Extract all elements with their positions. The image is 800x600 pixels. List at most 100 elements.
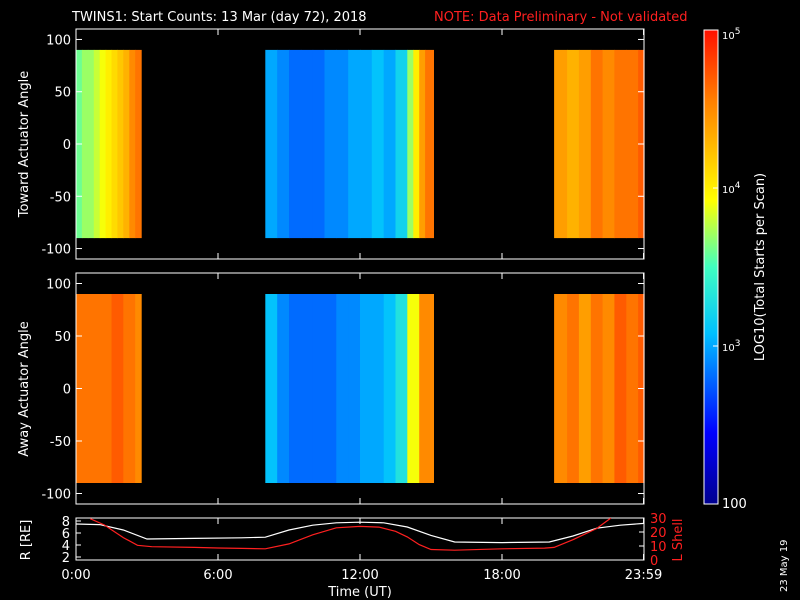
- colorbar-ticks: 105 104 103 100: [713, 27, 747, 512]
- heatmap-column: [407, 49, 414, 239]
- heatmap-column: [567, 294, 580, 483]
- lshell-tick-label: 10: [650, 540, 667, 555]
- heatmap-column: [289, 294, 302, 483]
- heatmap-column: [336, 294, 349, 483]
- heatmap-column: [111, 49, 118, 239]
- radius-axis-label: R [RE]: [19, 520, 34, 561]
- colorbar: [704, 30, 718, 504]
- x-tick-label: 6:00: [203, 568, 232, 583]
- radius-tick-label: 4: [62, 539, 70, 554]
- heatmap-column: [371, 294, 385, 483]
- heatmap-column: [117, 49, 124, 239]
- heatmap-column: [590, 294, 604, 483]
- heatmap-column: [123, 294, 136, 483]
- generation-date: 23 May 19: [779, 540, 790, 592]
- heatmap-column: [602, 294, 615, 483]
- heatmap-column: [265, 294, 278, 483]
- away-y-axis-label: Away Actuator Angle: [17, 321, 32, 456]
- heatmap-column: [614, 294, 627, 483]
- heatmap-column: [419, 294, 434, 483]
- away-heatmap-cells: [76, 294, 645, 483]
- heatmap-column: [413, 49, 420, 239]
- heatmap-column: [129, 49, 136, 239]
- lshell-axis-label: L Shell: [671, 518, 686, 561]
- heatmap-column: [360, 49, 373, 239]
- heatmap-column: [360, 294, 373, 483]
- y-tick-label: 0: [63, 383, 71, 398]
- radius-tick-label: 6: [62, 527, 70, 542]
- heatmap-column: [554, 294, 568, 483]
- y-tick-label: 50: [54, 330, 71, 345]
- heatmap-column: [93, 49, 101, 239]
- heatmap-column: [87, 294, 101, 483]
- heatmap-column: [312, 294, 326, 483]
- y-tick-label: -50: [50, 435, 71, 450]
- y-tick-label: 0: [63, 138, 71, 153]
- y-tick-label: -50: [50, 190, 71, 205]
- away-x-ticks: [75, 273, 645, 504]
- heatmap-column: [590, 49, 604, 239]
- heatmap-column: [614, 49, 627, 239]
- colorbar-tick-label: 105: [722, 27, 740, 42]
- heatmap-column: [371, 49, 385, 239]
- heatmap-column: [425, 49, 434, 239]
- radius-line: [76, 521, 644, 544]
- preliminary-note: NOTE: Data Preliminary - Not validated: [434, 10, 688, 25]
- heatmap-column: [626, 294, 639, 483]
- heatmap-column: [578, 49, 592, 239]
- heatmap-column: [135, 49, 142, 239]
- colorbar-tick-label: 100: [722, 497, 747, 512]
- toward-y-axis-label: Toward Actuator Angle: [17, 71, 32, 218]
- heatmap-column: [407, 294, 420, 483]
- heatmap-column: [602, 49, 615, 239]
- heatmap-column: [554, 49, 568, 239]
- heatmap-column: [105, 49, 113, 239]
- heatmap-column: [419, 49, 426, 239]
- chart-title: TWINS1: Start Counts: 13 Mar (day 72), 2…: [71, 10, 367, 25]
- x-tick-label: 23:59: [625, 568, 662, 583]
- colorbar-tick-label: 103: [722, 339, 740, 354]
- toward-heatmap-cells: [76, 49, 645, 239]
- heatmap-column: [265, 49, 278, 239]
- x-tick-label: 18:00: [483, 568, 520, 583]
- heatmap-column: [76, 294, 89, 483]
- heatmap-column: [395, 49, 408, 239]
- heatmap-column: [135, 294, 142, 483]
- heatmap-column: [626, 49, 639, 239]
- colorbar-label: LOG10(Total Starts per Scan): [753, 173, 768, 361]
- heatmap-column: [277, 294, 290, 483]
- y-tick-label: -100: [41, 243, 71, 258]
- heatmap-column: [99, 294, 113, 483]
- heatmap-column: [300, 294, 314, 483]
- heatmap-column: [123, 49, 130, 239]
- colorbar-tick-label: 104: [722, 181, 741, 196]
- heatmap-column: [383, 49, 397, 239]
- heatmap-column: [336, 49, 349, 239]
- colorbar-frame: [703, 29, 719, 505]
- heatmap-column: [111, 294, 124, 483]
- y-tick-label: -100: [41, 488, 71, 503]
- heatmap-column: [567, 49, 580, 239]
- lshell-tick-label: 20: [650, 526, 667, 541]
- x-axis-label: Time (UT): [327, 585, 392, 600]
- lshell-line: [89, 518, 612, 551]
- heatmap-column: [300, 49, 314, 239]
- heatmap-column: [81, 49, 89, 239]
- x-tick-label: 12:00: [341, 568, 378, 583]
- heatmap-column: [348, 49, 361, 239]
- heatmap-column: [395, 294, 408, 483]
- heatmap-column: [324, 49, 337, 239]
- lshell-tick-label: 0: [650, 554, 658, 569]
- y-tick-label: 100: [46, 33, 71, 48]
- heatmap-column: [383, 294, 397, 483]
- radius-tick-label: 2: [62, 551, 70, 566]
- heatmap-column: [277, 49, 290, 239]
- away-y-ticks: 100 50 0 -50 -100: [41, 278, 644, 503]
- heatmap-column: [99, 49, 107, 239]
- x-tick-label: 0:00: [61, 568, 90, 583]
- heatmap-column: [348, 294, 361, 483]
- toward-x-ticks: [75, 29, 645, 259]
- lshell-tick-label: 30: [650, 512, 667, 527]
